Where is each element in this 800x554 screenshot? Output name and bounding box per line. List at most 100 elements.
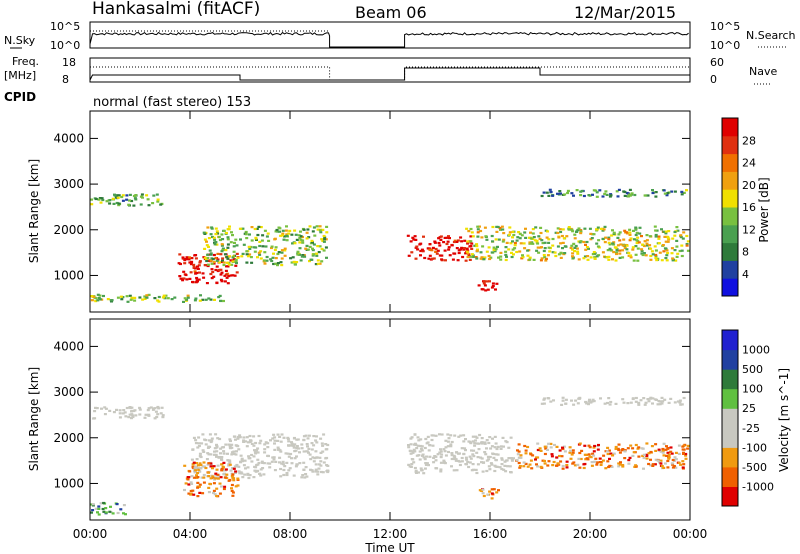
echo-cell [220, 244, 224, 247]
echo-cell [550, 453, 554, 456]
echo-cell [279, 450, 283, 453]
echo-cell [578, 451, 582, 455]
echo-cell [535, 249, 539, 252]
echo-cell [194, 257, 198, 260]
echo-cell [601, 237, 605, 240]
echo-cell [664, 240, 668, 243]
echo-cell [312, 444, 316, 447]
echo-cell [584, 400, 588, 404]
echo-cell [528, 463, 532, 466]
echo-cell [410, 251, 414, 254]
echo-cell [419, 444, 423, 448]
echo-cell [196, 265, 199, 268]
echo-cell [594, 189, 598, 192]
echo-cell [416, 248, 420, 251]
echo-cell [440, 258, 444, 261]
echo-cell [411, 458, 415, 461]
echo-cell [315, 456, 318, 459]
power-panel-frame [89, 110, 691, 313]
echo-cell [227, 443, 231, 446]
echo-cell [205, 240, 208, 243]
echo-cell [417, 439, 421, 442]
beam-title: Beam 06 [355, 3, 427, 22]
echo-cell [232, 258, 236, 261]
echo-cell [634, 396, 638, 400]
echo-cell [564, 398, 568, 401]
echo-cell [183, 262, 187, 265]
echo-cell [479, 251, 483, 254]
echo-cell [569, 246, 573, 250]
echo-cell [116, 196, 120, 199]
echo-cell [285, 472, 289, 475]
echo-cell [626, 447, 630, 450]
echo-cell [298, 237, 302, 240]
echo-cell [637, 401, 641, 404]
echo-cell [490, 234, 494, 238]
echo-cell [198, 470, 202, 473]
echo-cell [229, 259, 233, 262]
echo-cell [526, 254, 530, 257]
echo-cell [115, 201, 119, 205]
echo-cell [471, 254, 475, 257]
echo-cell [483, 226, 487, 229]
echo-cell [259, 439, 263, 442]
echo-cell [565, 466, 569, 469]
echo-cell [282, 238, 286, 241]
echo-cell [186, 476, 190, 479]
echo-cell [241, 252, 245, 255]
echo-cell [517, 450, 521, 453]
echo-cell [184, 482, 188, 485]
echo-cell [470, 253, 474, 256]
echo-cell [651, 253, 655, 256]
echo-cell [210, 437, 214, 440]
echo-cell [274, 460, 278, 463]
echo-cell [201, 465, 205, 468]
echo-cell [656, 403, 660, 406]
echo-cell [679, 463, 683, 466]
echo-cell [316, 228, 320, 231]
echo-cell [243, 473, 247, 476]
echo-cell [257, 225, 261, 228]
echo-cell [282, 468, 286, 472]
echo-cell [450, 465, 453, 468]
echo-cell [472, 449, 476, 452]
echo-cell [642, 456, 646, 460]
echo-cell [272, 433, 276, 436]
echo-cell [556, 192, 559, 195]
echo-cell [651, 402, 654, 405]
echo-cell [228, 478, 232, 482]
echo-cell [240, 457, 244, 460]
echo-cell [548, 188, 552, 191]
echo-cell [493, 250, 497, 253]
echo-cell [437, 241, 441, 245]
echo-cell [521, 254, 524, 257]
echo-cell [237, 470, 241, 473]
echo-cell [466, 460, 470, 464]
echo-cell [483, 284, 487, 287]
echo-cell [258, 244, 262, 248]
echo-cell [263, 448, 267, 451]
echo-cell [487, 441, 491, 445]
echo-cell [276, 446, 280, 449]
echo-cell [411, 451, 415, 454]
echo-cell [602, 228, 606, 231]
echo-cell [247, 455, 251, 458]
echo-cell [304, 466, 308, 469]
echo-cell [592, 251, 596, 254]
echo-cell [294, 465, 298, 468]
echo-cell [272, 458, 276, 461]
echo-cell [253, 250, 257, 253]
echo-cell [666, 192, 670, 195]
echo-cell [607, 236, 611, 239]
echo-cell [471, 453, 475, 456]
echo-cell [293, 263, 297, 266]
echo-cell [199, 467, 203, 470]
echo-cell [491, 225, 495, 229]
echo-cell [442, 459, 446, 462]
echo-cell [491, 240, 494, 243]
echo-cell [115, 503, 119, 506]
colorbar-tick-label: 100 [742, 383, 763, 396]
echo-cell [530, 467, 534, 470]
echo-cell [250, 226, 254, 229]
